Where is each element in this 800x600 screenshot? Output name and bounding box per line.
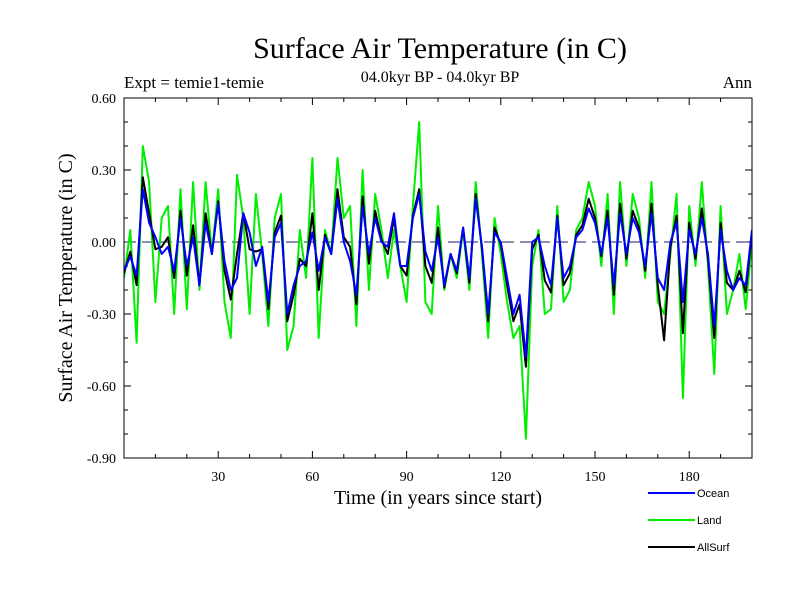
legend-label-ocean: Ocean — [697, 488, 729, 500]
y-tick-label: -0.60 — [87, 380, 116, 395]
x-tick-label: 60 — [305, 470, 319, 485]
y-tick-label: 0.00 — [92, 236, 117, 251]
y-tick-label: -0.30 — [87, 308, 116, 323]
x-tick-label: 120 — [490, 470, 511, 485]
legend: Ocean Land AllSurf — [648, 488, 730, 554]
y-tick-label: 0.30 — [92, 164, 117, 179]
experiment-label: Expt = temie1-temie — [124, 73, 264, 92]
x-tick-label: 180 — [679, 470, 700, 485]
season-label: Ann — [723, 73, 753, 92]
x-axis-ticks: 30 60 90 120 150 180 — [154, 98, 722, 485]
chart-title: Surface Air Temperature (in C) — [253, 32, 627, 65]
series-line-ocean — [124, 188, 752, 359]
period-label: 04.0kyr BP - 04.0kyr BP — [361, 69, 520, 86]
y-tick-label: 0.60 — [92, 92, 117, 107]
x-tick-label: 90 — [400, 470, 414, 485]
y-tick-label: -0.90 — [87, 452, 116, 467]
y-axis-label: Surface Air Temperature (in C) — [55, 153, 77, 402]
legend-label-land: Land — [697, 515, 721, 527]
plot-frame — [123, 97, 753, 459]
series-lines — [124, 121, 752, 440]
x-tick-label: 30 — [211, 470, 225, 485]
x-tick-label: 150 — [585, 470, 606, 485]
x-axis-label: Time (in years since start) — [334, 487, 542, 509]
legend-label-allsurf: AllSurf — [697, 542, 730, 554]
